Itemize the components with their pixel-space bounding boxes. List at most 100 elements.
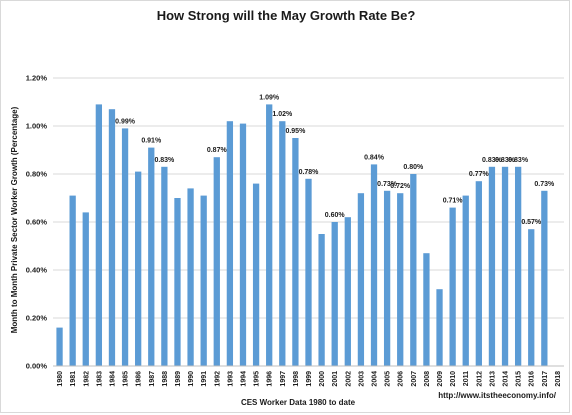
bar-1996 xyxy=(266,104,273,367)
x-tick-label: 2015 xyxy=(516,371,523,387)
x-tick-label: 2014 xyxy=(503,371,510,387)
data-label-1999: 0.78% xyxy=(299,169,320,176)
x-tick-label: 1984 xyxy=(109,371,116,387)
data-label-1992: 0.87% xyxy=(207,147,228,154)
bar-2014 xyxy=(501,166,509,366)
y-tick-label: 0.20% xyxy=(26,314,48,323)
y-tick-label: 1.20% xyxy=(26,74,48,83)
bar-2001 xyxy=(331,222,338,366)
data-label-1987: 0.91% xyxy=(141,138,162,145)
bar-1991 xyxy=(200,195,207,366)
x-tick-label: 2007 xyxy=(411,371,418,387)
bar-1980 xyxy=(56,327,63,366)
data-label-1996: 1.09% xyxy=(259,94,280,101)
x-tick-label: 2002 xyxy=(345,371,352,387)
bar-1998 xyxy=(292,138,299,366)
x-tick-label: 1991 xyxy=(201,371,208,387)
x-tick-label: 2011 xyxy=(463,371,470,386)
x-tick-label: 2009 xyxy=(437,371,444,387)
data-label-2016: 0.57% xyxy=(521,219,542,226)
x-tick-label: 2013 xyxy=(489,371,496,387)
x-tick-label: 2010 xyxy=(450,371,457,387)
x-tick-label: 2001 xyxy=(332,371,339,387)
bar-1999 xyxy=(305,178,312,366)
bar-2009 xyxy=(436,289,443,366)
x-tick-label: 2012 xyxy=(476,371,483,387)
x-tick-label: 2016 xyxy=(529,371,536,387)
bar-1994 xyxy=(239,123,247,366)
x-tick-label: 1981 xyxy=(70,371,77,387)
bar-1989 xyxy=(174,198,181,366)
x-tick-label: 1987 xyxy=(149,371,156,387)
y-tick-label: 0.00% xyxy=(26,362,48,371)
x-tick-label: 1988 xyxy=(162,371,169,387)
x-tick-label: 1990 xyxy=(188,371,195,387)
bar-2006 xyxy=(397,193,404,366)
x-tick-label: 1980 xyxy=(57,371,64,387)
data-label-2004: 0.84% xyxy=(364,154,385,161)
data-label-2015: 0.83% xyxy=(508,157,529,164)
data-label-1985: 0.99% xyxy=(115,118,136,125)
bar-1997 xyxy=(279,121,286,366)
x-tick-label: 2008 xyxy=(424,371,431,387)
y-tick-label: 0.80% xyxy=(26,170,48,179)
y-tick-label: 0.60% xyxy=(26,218,48,227)
bar-1993 xyxy=(226,121,234,366)
bar-1988 xyxy=(161,166,168,366)
x-axis-title: CES Worker Data 1980 to date xyxy=(241,398,356,407)
x-tick-label: 2000 xyxy=(319,371,326,387)
bar-1992 xyxy=(213,157,220,366)
data-label-2013: 0.83% xyxy=(482,157,503,164)
bar-1982 xyxy=(82,212,89,366)
bar-2012 xyxy=(475,181,482,366)
data-label-2014: 0.83% xyxy=(495,157,516,164)
bar-2010 xyxy=(449,207,456,366)
data-label-2001: 0.60% xyxy=(325,212,346,219)
x-tick-label: 2006 xyxy=(398,371,405,387)
bar-1986 xyxy=(135,171,142,366)
x-tick-label: 1983 xyxy=(96,371,103,387)
bar-1995 xyxy=(252,183,260,366)
data-label-2017: 0.73% xyxy=(534,181,555,188)
x-tick-label: 1995 xyxy=(254,371,261,387)
bar-1981 xyxy=(69,195,76,366)
bar-1983 xyxy=(95,104,103,367)
x-tick-label: 1998 xyxy=(293,371,300,387)
bar-2017 xyxy=(541,190,548,366)
bar-2004 xyxy=(370,164,378,366)
x-tick-label: 2005 xyxy=(385,371,392,387)
bar-1987 xyxy=(148,147,155,366)
x-tick-label: 1997 xyxy=(280,371,287,387)
data-label-2007: 0.80% xyxy=(403,164,424,171)
y-tick-label: 0.40% xyxy=(26,266,48,275)
bar-2000 xyxy=(318,234,325,366)
bar-2005 xyxy=(383,190,391,366)
source-url: http://www.itstheeconomy.info/ xyxy=(438,391,557,400)
bar-1990 xyxy=(187,188,194,366)
x-tick-label: 2004 xyxy=(372,371,379,387)
bar-2002 xyxy=(344,217,351,366)
bar-2016 xyxy=(528,229,535,366)
bar-2011 xyxy=(462,195,469,366)
bar-1984 xyxy=(108,109,116,366)
bar-1985 xyxy=(121,128,129,366)
data-label-1997: 1.02% xyxy=(272,111,293,118)
x-tick-label: 1994 xyxy=(240,371,247,387)
data-label-2010: 0.71% xyxy=(443,198,464,205)
x-tick-label: 2018 xyxy=(555,371,562,387)
x-tick-label: 1985 xyxy=(123,371,130,387)
y-axis-ticks: 0.00% 0.20% 0.40% 0.60% 0.80% 1.00% 1.20% xyxy=(26,74,48,371)
x-tick-label: 1982 xyxy=(83,371,90,387)
data-label-1998: 0.95% xyxy=(285,128,306,135)
data-labels: 0.99% 0.91% 0.83% 0.87% 1.09% 1.02% 0.95% 0.78%… xyxy=(115,94,555,226)
bar-2013 xyxy=(488,166,496,366)
bar-2007 xyxy=(410,174,417,366)
x-tick-label: 1993 xyxy=(227,371,234,387)
y-axis-title: Month to Month Private Sector Worker Gro… xyxy=(10,106,19,333)
x-tick-label: 1989 xyxy=(175,371,182,387)
bar-2008 xyxy=(423,253,430,366)
x-tick-label: 1996 xyxy=(267,371,274,387)
y-tick-label: 1.00% xyxy=(26,122,48,131)
